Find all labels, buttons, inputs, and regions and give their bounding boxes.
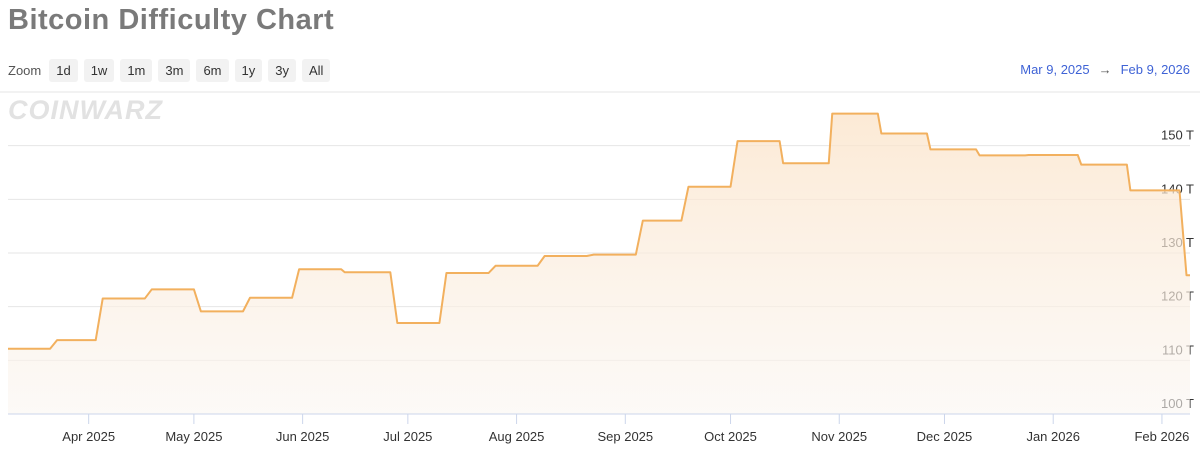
x-tick-label: Jan 2026 — [1026, 429, 1080, 444]
x-tick-label: Sep 2025 — [597, 429, 653, 444]
x-tick-label: Jul 2025 — [383, 429, 432, 444]
zoom-button[interactable]: 6m — [196, 59, 229, 82]
range-separator: → — [1098, 62, 1112, 77]
x-tick-label: Jun 2025 — [276, 429, 330, 444]
chart-title: Bitcoin Difficulty Chart — [8, 4, 335, 36]
x-tick-label: May 2025 — [165, 429, 222, 444]
zoom-button[interactable]: All — [301, 59, 331, 82]
range-to[interactable]: Feb 9, 2026 — [1120, 62, 1190, 77]
zoom-button[interactable]: 1w — [83, 59, 115, 82]
watermark: COINWARZ — [8, 95, 163, 125]
x-tick-label: Dec 2025 — [917, 429, 973, 444]
zoom-button[interactable]: 3y — [268, 59, 296, 82]
x-tick-label: Oct 2025 — [704, 429, 757, 444]
x-tick-label: Nov 2025 — [811, 429, 867, 444]
zoom-button[interactable]: 1d — [49, 59, 78, 82]
x-tick-label: Feb 2026 — [1134, 429, 1189, 444]
x-tick-label: Aug 2025 — [489, 429, 545, 444]
x-tick-label: Apr 2025 — [62, 429, 115, 444]
zoom-label: Zoom — [8, 63, 42, 78]
zoom-bar: Zoom 1d 1w 1m 3m 6m 1y 3y All — [8, 59, 331, 82]
zoom-button[interactable]: 1m — [120, 59, 153, 82]
y-tick-label: 150 T — [1161, 128, 1194, 143]
zoom-button[interactable]: 1y — [234, 59, 263, 82]
line — [8, 112, 1190, 350]
zoom-button[interactable]: 3m — [158, 59, 191, 82]
date-range: Mar 9, 2025 → Feb 9, 2026 — [1020, 62, 1190, 77]
range-from[interactable]: Mar 9, 2025 — [1020, 62, 1090, 77]
area — [8, 113, 1190, 414]
